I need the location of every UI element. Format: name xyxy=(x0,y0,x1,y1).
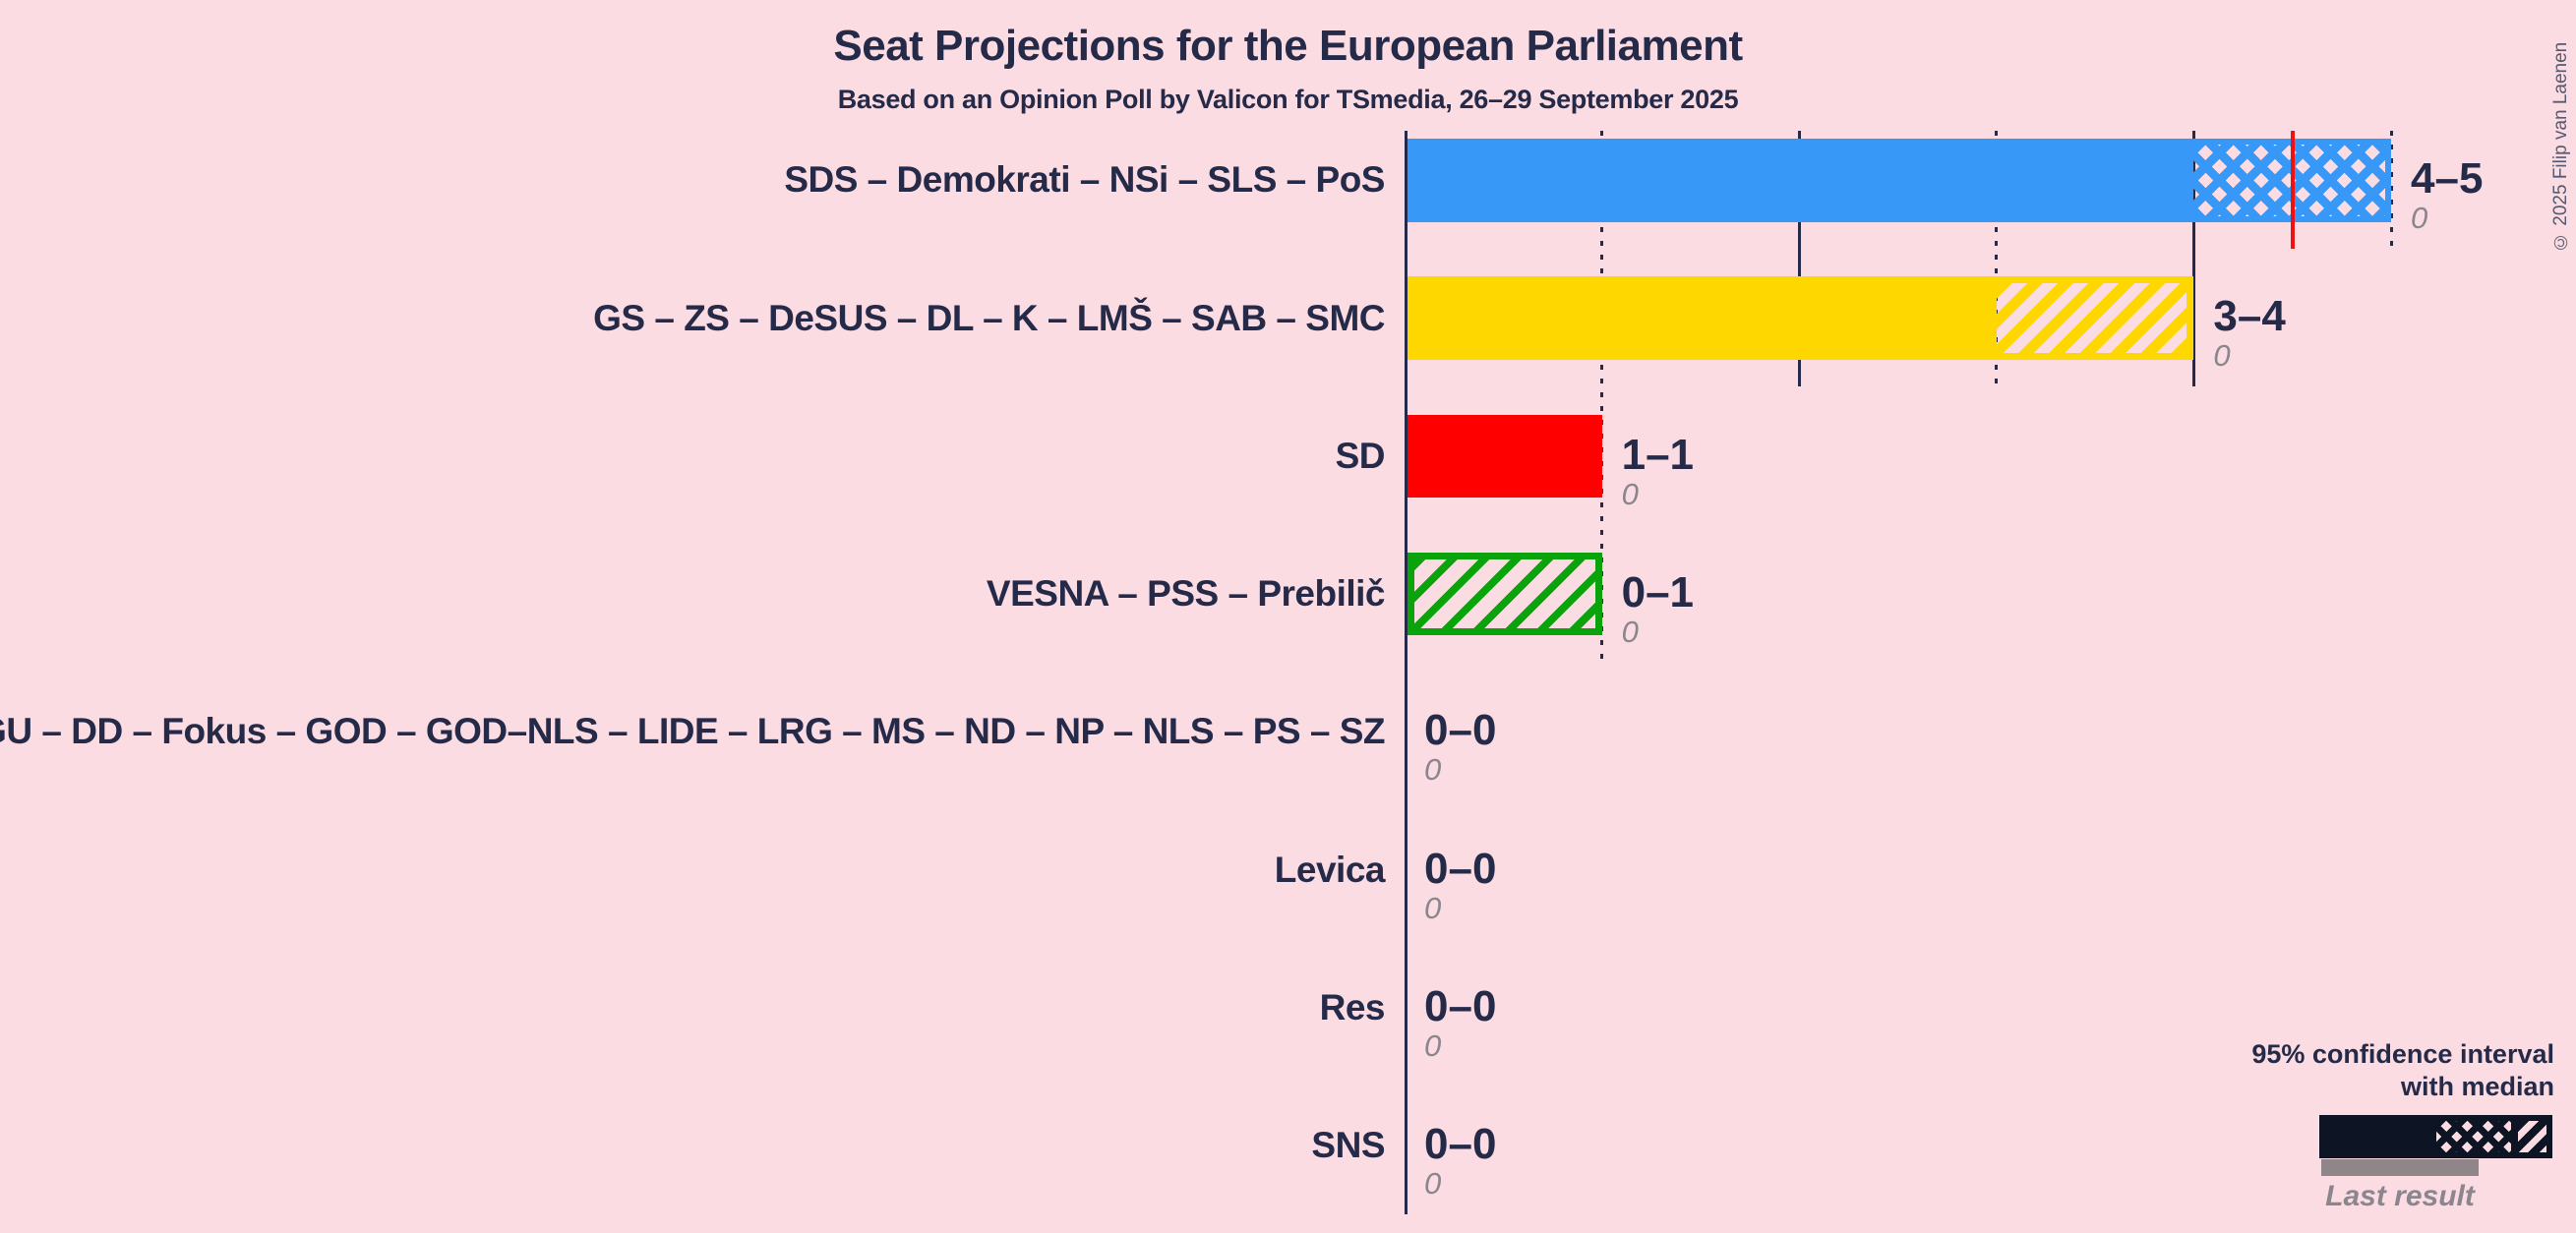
last-result-value: 0 xyxy=(1621,614,1639,649)
party-label: Res xyxy=(1319,987,1386,1028)
value-block: 0–0 0 xyxy=(1424,981,1497,1063)
gridline-1 xyxy=(1600,131,1604,663)
value-block: 1–1 0 xyxy=(1621,430,1695,511)
bar-solid xyxy=(1408,276,1997,360)
value-block: 0–1 0 xyxy=(1621,567,1695,649)
last-result-value: 0 xyxy=(1621,476,1639,511)
chart-title: Seat Projections for the European Parlia… xyxy=(833,22,1743,70)
legend-title-line1: 95% confidence interval xyxy=(2251,1039,2554,1069)
bar-confidence-hatch xyxy=(1408,552,1602,636)
bar-solid xyxy=(1408,414,1602,499)
last-result-value: 0 xyxy=(1424,1166,1442,1202)
last-result-value: 0 xyxy=(1424,752,1442,788)
gridline-2 xyxy=(1797,131,1801,386)
ci-range-label: 0–0 xyxy=(1424,844,1497,893)
chart-subtitle: Based on an Opinion Poll by Valicon for … xyxy=(837,85,1739,114)
ci-range-label: 3–4 xyxy=(2213,292,2286,341)
last-result-value: 0 xyxy=(2411,201,2428,235)
median-line xyxy=(2290,131,2295,249)
gridline-5 xyxy=(2389,131,2393,249)
party-label: Levica xyxy=(1274,849,1386,890)
bar-confidence-hatch xyxy=(2193,139,2391,222)
value-block: 0–0 0 xyxy=(1424,706,1497,788)
value-block: 0–0 0 xyxy=(1424,844,1497,925)
last-result-value: 0 xyxy=(1424,1028,1442,1063)
party-label: SD xyxy=(1335,435,1386,476)
ci-range-label: 0–0 xyxy=(1424,981,1497,1030)
party-label: GU – DD – Fokus – GOD – GOD–NLS – LIDE –… xyxy=(0,711,1386,752)
party-label: SDS – Demokrati – NSi – SLS – PoS xyxy=(784,159,1385,201)
copyright-note: © 2025 Filip van Laenen xyxy=(2550,41,2571,252)
value-block: 3–4 0 xyxy=(2213,292,2286,374)
legend-last-result-bar xyxy=(2321,1159,2479,1176)
legend-title: 95% confidence interval with median xyxy=(2251,1038,2554,1103)
bar-solid xyxy=(1408,139,2194,222)
ci-range-label: 0–0 xyxy=(1424,706,1497,755)
party-label: GS – ZS – DeSUS – DL – K – LMŠ – SAB – S… xyxy=(593,297,1385,338)
axis-line xyxy=(1405,131,1408,1214)
legend-divider xyxy=(2511,1121,2518,1152)
legend-diagonal-segment xyxy=(2517,1121,2546,1152)
gridline-3 xyxy=(1995,131,1999,386)
last-result-value: 0 xyxy=(1424,890,1442,925)
value-block: 0–0 0 xyxy=(1424,1120,1497,1202)
legend-title-line2: with median xyxy=(2400,1072,2554,1101)
ci-range-label: 1–1 xyxy=(1621,430,1695,479)
value-block: 4–5 0 xyxy=(2411,154,2484,235)
legend-solid-segment xyxy=(2325,1121,2436,1152)
party-label: SNS xyxy=(1311,1125,1385,1166)
last-result-value: 0 xyxy=(2213,338,2231,374)
ci-range-label: 0–1 xyxy=(1621,567,1695,616)
legend-crosshatch-segment xyxy=(2435,1121,2511,1152)
ci-range-label: 4–5 xyxy=(2411,154,2484,203)
gridline-4 xyxy=(2191,131,2195,386)
legend-last-result-caption: Last result xyxy=(2325,1180,2475,1212)
legend-sample-bar xyxy=(2319,1115,2552,1158)
bar-confidence-hatch xyxy=(1996,276,2194,360)
ci-range-label: 0–0 xyxy=(1424,1120,1497,1169)
party-label: VESNA – PSS – Prebilič xyxy=(986,573,1386,615)
